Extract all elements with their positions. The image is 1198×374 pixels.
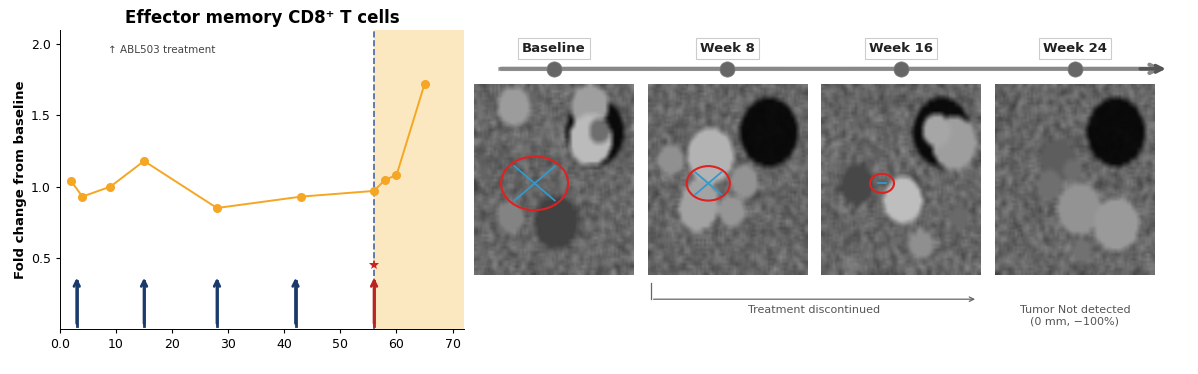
Y-axis label: Fold change from baseline: Fold change from baseline: [13, 80, 26, 279]
Text: Baseline: Baseline: [522, 42, 586, 55]
Text: Tumor Not detected
(0 mm, −100%): Tumor Not detected (0 mm, −100%): [1019, 305, 1130, 327]
Text: Week 24: Week 24: [1043, 42, 1107, 55]
Text: Week 16: Week 16: [870, 42, 933, 55]
Bar: [374, 30, 464, 329]
Text: ↑ ABL503 treatment: ↑ ABL503 treatment: [108, 45, 216, 55]
Text: Week 8: Week 8: [700, 42, 755, 55]
Text: Treatment discontinued: Treatment discontinued: [749, 305, 881, 315]
Title: Effector memory CD8⁺ T cells: Effector memory CD8⁺ T cells: [125, 9, 399, 27]
